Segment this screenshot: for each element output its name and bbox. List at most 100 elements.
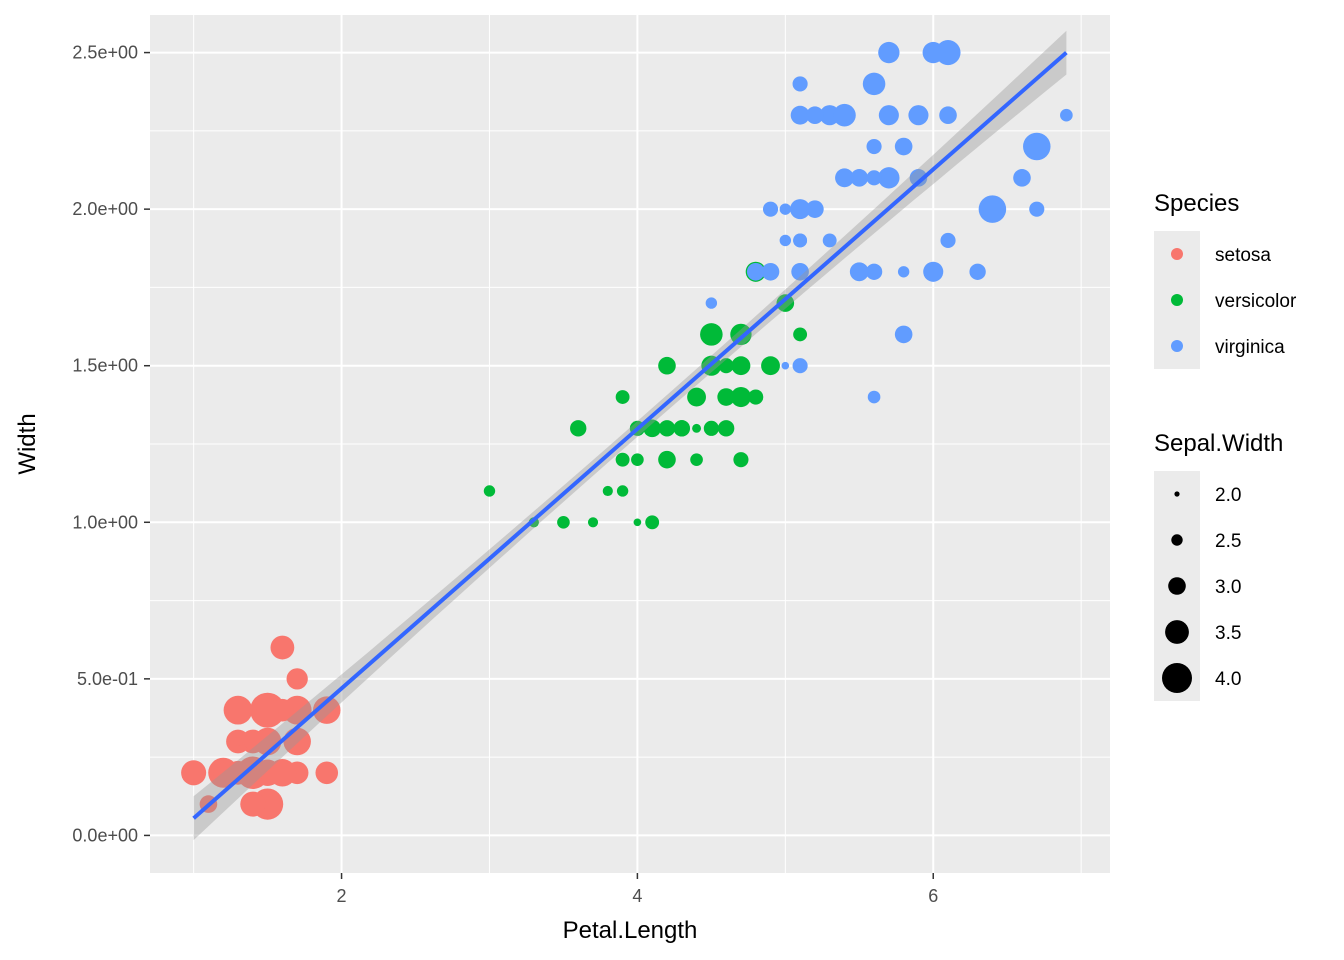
point-virginica bbox=[793, 233, 808, 248]
point-versicolor bbox=[658, 450, 676, 469]
size-legend-label-4-0: 4.0 bbox=[1215, 669, 1241, 690]
point-virginica bbox=[792, 358, 808, 374]
point-versicolor bbox=[718, 358, 734, 374]
x-axis: 2 4 6 bbox=[337, 873, 938, 906]
x-tick-label: 6 bbox=[928, 886, 938, 906]
point-virginica bbox=[894, 325, 913, 344]
point-virginica bbox=[866, 138, 882, 155]
point-virginica bbox=[1023, 132, 1051, 161]
point-setosa bbox=[244, 732, 262, 751]
point-versicolor bbox=[717, 388, 735, 406]
point-virginica bbox=[850, 169, 869, 187]
point-virginica bbox=[779, 203, 792, 215]
point-virginica bbox=[978, 195, 1007, 223]
point-versicolor bbox=[645, 515, 660, 530]
point-versicolor bbox=[673, 420, 690, 437]
y-axis-title: Width bbox=[14, 413, 41, 474]
point-versicolor bbox=[776, 294, 795, 312]
point-virginica bbox=[939, 106, 957, 125]
point-versicolor bbox=[730, 323, 752, 346]
point-versicolor bbox=[748, 389, 764, 405]
point-versicolor bbox=[692, 423, 702, 433]
point-virginica bbox=[897, 266, 910, 278]
point-setosa bbox=[181, 760, 207, 786]
point-virginica bbox=[790, 199, 811, 220]
size-legend: Sepal.Width 2.0 2.5 3.0 3.5 4.0 bbox=[1154, 430, 1283, 701]
point-versicolor bbox=[658, 356, 676, 375]
point-versicolor bbox=[690, 453, 703, 466]
point-virginica bbox=[705, 297, 718, 309]
size-legend-key bbox=[1174, 491, 1180, 497]
point-setosa bbox=[223, 695, 253, 725]
point-virginica bbox=[792, 76, 808, 92]
point-virginica bbox=[790, 105, 810, 125]
size-legend-key bbox=[1171, 534, 1183, 546]
point-versicolor bbox=[616, 485, 629, 497]
point-versicolor bbox=[793, 327, 808, 342]
size-legend-label-2-0: 2.0 bbox=[1215, 485, 1241, 506]
point-setosa bbox=[233, 737, 243, 746]
point-setosa bbox=[315, 761, 339, 785]
legend-label-virginica: virginica bbox=[1215, 337, 1285, 358]
point-virginica bbox=[908, 105, 929, 126]
size-legend-key bbox=[1168, 577, 1186, 595]
legend-key-virginica bbox=[1171, 340, 1183, 352]
size-legend-label-2-5: 2.5 bbox=[1215, 531, 1241, 552]
size-legend-label-3-5: 3.5 bbox=[1215, 623, 1241, 644]
y-tick-label: 2.0e+00 bbox=[72, 199, 138, 219]
legend-label-setosa: setosa bbox=[1215, 245, 1271, 266]
point-virginica bbox=[835, 168, 854, 188]
point-setosa bbox=[256, 698, 279, 722]
major-grid bbox=[150, 15, 1110, 873]
data-points bbox=[181, 40, 1073, 820]
color-legend-title: Species bbox=[1154, 190, 1239, 217]
x-tick-label: 2 bbox=[337, 886, 347, 906]
point-virginica bbox=[849, 262, 869, 282]
point-virginica bbox=[935, 40, 961, 66]
point-virginica bbox=[878, 105, 899, 126]
x-axis-title: Petal.Length bbox=[563, 917, 698, 944]
point-versicolor bbox=[615, 452, 630, 467]
point-virginica bbox=[909, 169, 928, 187]
legend-label-versicolor: versicolor bbox=[1215, 291, 1297, 312]
size-legend-label-3-0: 3.0 bbox=[1215, 577, 1241, 598]
point-virginica bbox=[878, 167, 900, 189]
regression-fit bbox=[192, 30, 1068, 841]
size-legend-title: Sepal.Width bbox=[1154, 430, 1283, 457]
y-tick-label: 1.0e+00 bbox=[72, 512, 138, 532]
point-versicolor bbox=[615, 390, 630, 404]
point-versicolor bbox=[700, 323, 723, 346]
point-virginica bbox=[806, 106, 824, 125]
point-virginica bbox=[864, 74, 884, 94]
point-versicolor bbox=[633, 518, 642, 527]
point-virginica bbox=[762, 201, 779, 217]
point-virginica bbox=[894, 137, 913, 156]
point-setosa bbox=[242, 762, 264, 784]
point-setosa bbox=[270, 635, 295, 660]
point-versicolor bbox=[570, 420, 587, 437]
point-setosa bbox=[227, 762, 249, 783]
y-tick-label: 5.0e-01 bbox=[77, 669, 138, 689]
point-virginica bbox=[779, 234, 792, 247]
point-virginica bbox=[761, 262, 780, 281]
point-virginica bbox=[878, 41, 900, 64]
point-virginica bbox=[1029, 201, 1045, 217]
point-versicolor bbox=[602, 485, 613, 497]
legend-key-setosa bbox=[1171, 248, 1183, 260]
point-setosa bbox=[240, 791, 266, 817]
minor-grid bbox=[150, 15, 1110, 873]
point-virginica bbox=[923, 261, 944, 282]
point-virginica bbox=[781, 361, 790, 370]
point-setosa bbox=[313, 696, 341, 724]
y-tick-label: 1.5e+00 bbox=[72, 356, 138, 376]
point-versicolor bbox=[587, 517, 599, 528]
point-virginica bbox=[1060, 108, 1073, 122]
point-versicolor bbox=[764, 360, 777, 372]
point-setosa bbox=[286, 668, 308, 690]
point-virginica bbox=[866, 170, 882, 186]
point-versicolor bbox=[483, 485, 496, 497]
size-legend-key bbox=[1162, 663, 1192, 693]
point-virginica bbox=[833, 103, 856, 127]
point-virginica bbox=[865, 263, 883, 280]
